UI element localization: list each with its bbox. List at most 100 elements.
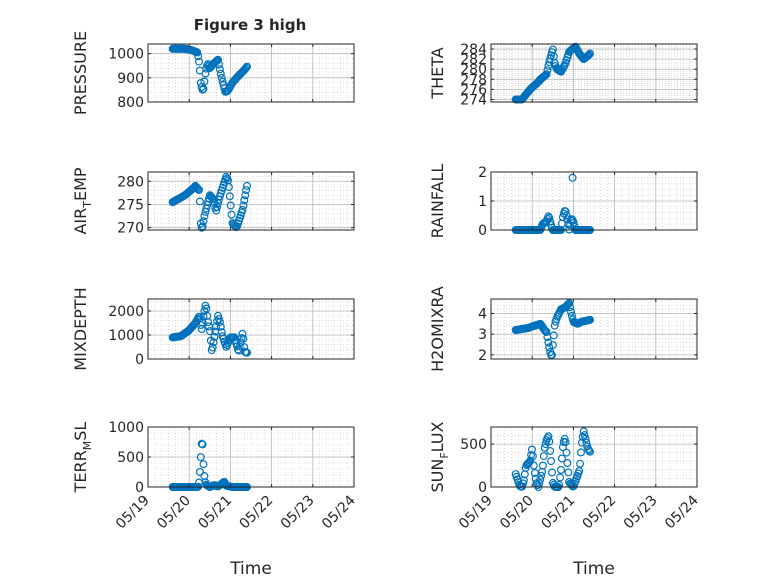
- data-point: [199, 460, 208, 469]
- data-point: [579, 427, 588, 436]
- y-tick-label: 270: [117, 221, 144, 237]
- y-tick-label: 1000: [108, 328, 144, 344]
- y-tick-label: 500: [117, 450, 144, 466]
- data-point: [528, 452, 537, 461]
- data-point: [194, 185, 203, 194]
- data-point: [198, 440, 207, 449]
- data-point: [202, 304, 211, 313]
- data-point: [194, 52, 203, 61]
- panel-sun-flux: 0 500 05/19 05/20 05/21 05/22 05/23 05/24 SUNFLU…: [428, 421, 702, 532]
- figure-title: Figure 3 high: [194, 16, 307, 34]
- data-point: [566, 307, 575, 316]
- data-point: [214, 199, 223, 208]
- y-tick-label: 4: [478, 306, 487, 322]
- data-point: [216, 322, 225, 331]
- y-tick-label: 1000: [108, 420, 144, 436]
- data-point: [566, 303, 575, 312]
- axes-frame: [490, 298, 698, 360]
- data-point: [195, 197, 204, 206]
- data-point: [215, 65, 224, 74]
- data-point: [243, 181, 252, 190]
- x-tick-label: 05/22: [237, 493, 277, 533]
- data-point: [213, 56, 222, 65]
- data-point: [561, 438, 570, 447]
- data-point: [201, 69, 210, 78]
- axes-frame: [147, 298, 355, 360]
- data-point: [227, 210, 236, 219]
- y-tick-label: 1: [478, 194, 487, 210]
- data-point: [239, 201, 248, 210]
- x-tick-label: 05/19: [456, 493, 496, 533]
- data-point: [575, 467, 584, 476]
- data-point: [199, 217, 208, 226]
- data-point: [198, 85, 207, 94]
- y-tick-label: 0: [135, 480, 144, 496]
- data-point: [196, 453, 205, 462]
- data-point: [217, 73, 226, 82]
- data-point: [539, 452, 548, 461]
- data-point: [241, 64, 250, 73]
- data-point: [555, 480, 564, 489]
- x-tick-label: 05/23: [621, 493, 661, 533]
- y-tick-label: 0: [135, 352, 144, 368]
- data-point: [584, 51, 593, 60]
- data-point: [196, 321, 205, 330]
- data-point: [547, 468, 556, 477]
- data-point: [195, 468, 204, 477]
- x-tick-label: 05/21: [195, 493, 235, 533]
- data-point: [216, 69, 225, 78]
- data-point: [569, 218, 578, 227]
- axes-frame: [490, 426, 698, 488]
- data-point: [585, 49, 594, 58]
- y-tick-label: 2000: [108, 304, 144, 320]
- y-tick-label: 2: [478, 165, 487, 181]
- data-point: [214, 60, 223, 69]
- data-point: [242, 63, 251, 72]
- data-point: [576, 459, 585, 468]
- y-tick-label: 3: [478, 327, 487, 343]
- data-point: [542, 328, 551, 337]
- data-point: [536, 475, 545, 484]
- y-axis-label: H2OMIXRA: [428, 286, 447, 372]
- data-point: [538, 461, 547, 470]
- data-point: [585, 446, 594, 455]
- data-point: [583, 52, 592, 61]
- panel-terr-msl: 0 500 1000 05/19 05/20 05/21 05/22 05/23 05/24 TE…: [71, 420, 359, 532]
- data-point: [212, 206, 221, 215]
- data-point: [209, 338, 218, 347]
- x-axis-label-right: Time: [572, 559, 615, 579]
- y-tick-label: 0: [478, 480, 487, 496]
- data-point: [544, 338, 553, 347]
- panel-rainfall: 0 1 2 RAINFALL: [428, 164, 698, 239]
- data-point: [541, 71, 550, 80]
- data-point: [193, 48, 202, 57]
- data-point: [243, 62, 252, 71]
- data-point: [200, 472, 209, 481]
- data-point: [205, 322, 214, 331]
- x-axis-label-left: Time: [229, 559, 272, 579]
- data-point: [542, 70, 551, 79]
- data-point: [199, 312, 208, 321]
- data-point: [563, 459, 572, 468]
- x-tick-label: 05/24: [319, 492, 359, 532]
- axes-frame: [147, 43, 355, 103]
- y-axis-label: TERRMSL: [71, 422, 94, 494]
- y-axis-label: THETA: [428, 47, 447, 99]
- y-tick-label: 500: [460, 437, 487, 453]
- y-axis-label: RAINFALL: [428, 164, 447, 239]
- y-tick-label: 278: [460, 72, 487, 88]
- data-point: [238, 205, 247, 214]
- data-point: [537, 471, 546, 480]
- data-point: [208, 343, 217, 352]
- data-point: [205, 327, 214, 336]
- data-point: [585, 447, 594, 456]
- data-point: [195, 186, 204, 195]
- y-tick-label: 276: [460, 82, 487, 98]
- data-point: [197, 325, 206, 334]
- data-point: [215, 318, 224, 327]
- axes-frame: [147, 171, 355, 231]
- x-tick-label: 05/20: [154, 493, 194, 533]
- y-axis-label: AIRTEMP: [71, 167, 94, 234]
- data-point: [529, 461, 538, 470]
